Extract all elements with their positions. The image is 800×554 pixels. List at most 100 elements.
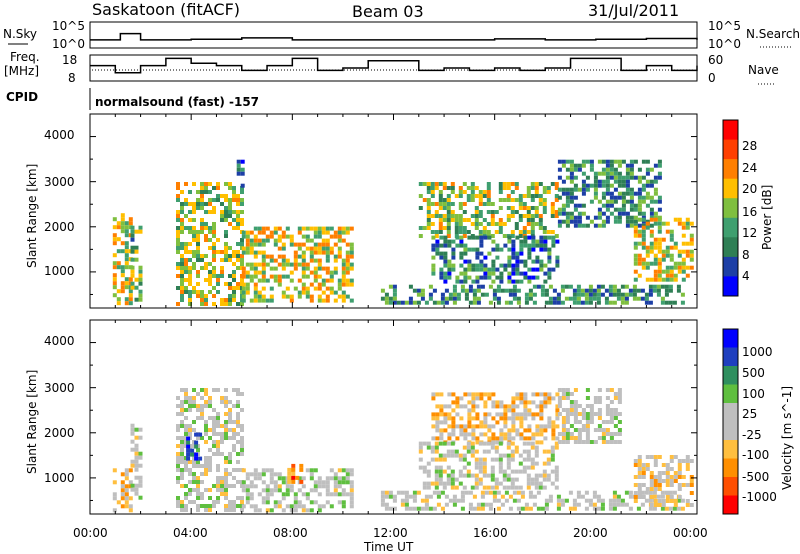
- heatmap-cell: [527, 235, 532, 240]
- heatmap-cell: [212, 198, 216, 202]
- heatmap-cell: [446, 449, 451, 454]
- heatmap-cell: [483, 424, 488, 429]
- heatmap-cell: [463, 404, 468, 409]
- heatmap-cell: [188, 500, 192, 504]
- heatmap-cell: [236, 432, 240, 436]
- heatmap-cell: [224, 234, 228, 238]
- heatmap-cell: [673, 499, 678, 503]
- heatmap-cell: [498, 222, 503, 226]
- heatmap-cell: [657, 471, 662, 475]
- heatmap-cell: [392, 300, 397, 305]
- heatmap-cell: [325, 500, 330, 505]
- heatmap-cell: [645, 191, 650, 196]
- heatmap-cell: [625, 167, 630, 172]
- heatmap-cell: [633, 257, 638, 262]
- heatmap-cell: [547, 416, 552, 421]
- heatmap-cell: [443, 243, 448, 248]
- heatmap-cell: [543, 239, 548, 244]
- heatmap-cell: [512, 490, 517, 495]
- heatmap-cell: [180, 262, 184, 266]
- heatmap-cell: [216, 282, 220, 286]
- heatmap-cell: [422, 226, 427, 230]
- heatmap-cell: [200, 472, 204, 476]
- heatmap-cell: [200, 404, 204, 408]
- heatmap-cell: [492, 498, 497, 503]
- heatmap-cell: [200, 298, 204, 302]
- heatmap-cell: [640, 490, 645, 495]
- heatmap-cell: [329, 504, 334, 509]
- heatmap-cell: [597, 424, 602, 428]
- heatmap-cell: [265, 492, 270, 497]
- heatmap-cell: [412, 498, 417, 503]
- heatmap-cell: [384, 502, 389, 507]
- heatmap-cell: [431, 235, 436, 240]
- heatmap-cell: [657, 195, 662, 200]
- heatmap-cell: [285, 488, 290, 493]
- heatmap-cell: [657, 199, 662, 204]
- power-heatmap: [112, 159, 694, 306]
- heatmap-cell: [503, 432, 508, 437]
- heatmap-cell: [565, 396, 570, 400]
- heatmap-cell: [645, 249, 650, 254]
- heatmap-cell: [483, 404, 488, 409]
- heatmap-cell: [180, 222, 184, 226]
- heatmap-cell: [224, 206, 228, 210]
- heatmap-cell: [496, 300, 501, 305]
- heatmap-cell: [689, 237, 694, 242]
- heatmap-cell: [138, 455, 143, 460]
- heatmap-cell: [486, 182, 491, 186]
- heatmap-cell: [685, 499, 690, 503]
- heatmap-cell: [416, 292, 421, 297]
- heatmap-cell: [641, 233, 646, 238]
- heatmap-cell: [321, 238, 326, 243]
- heatmap-cell: [597, 223, 602, 228]
- power-axis-ticks: [89, 113, 698, 308]
- heatmap-cell: [588, 498, 593, 503]
- heatmap-cell: [515, 259, 520, 264]
- heatmap-cell: [573, 215, 578, 220]
- heatmap-cell: [200, 230, 204, 234]
- heatmap-cell: [466, 445, 471, 450]
- heatmap-cell: [420, 288, 425, 293]
- heatmap-cell: [499, 412, 504, 417]
- heatmap-cell: [649, 277, 654, 282]
- heatmap-cell: [134, 229, 139, 234]
- heatmap-cell: [600, 506, 605, 511]
- heatmap-cell: [188, 230, 192, 234]
- heatmap-cell: [573, 219, 578, 224]
- heatmap-cell: [577, 404, 582, 408]
- heatmap-cell: [681, 257, 686, 262]
- heatmap-cell: [130, 233, 135, 238]
- heatmap-cell: [633, 269, 638, 274]
- heatmap-cell: [232, 250, 236, 254]
- heatmap-cell: [476, 300, 481, 305]
- heatmap-cell: [245, 488, 250, 493]
- heatmap-cell: [548, 498, 553, 503]
- heatmap-cell: [573, 436, 578, 440]
- heatmap-cell: [506, 206, 511, 210]
- heatmap-cell: [593, 396, 598, 400]
- heatmap-cell: [120, 241, 125, 246]
- heatmap-cell: [565, 191, 570, 196]
- heatmap-cell: [216, 424, 220, 428]
- heatmap-cell: [184, 290, 188, 294]
- heatmap-cell: [204, 472, 208, 476]
- heatmap-cell: [269, 508, 274, 513]
- heatmap-cell: [499, 416, 504, 421]
- heatmap-cell: [128, 221, 133, 226]
- power-cbar-tick-16: 16: [742, 205, 757, 219]
- heatmap-cell: [641, 463, 646, 467]
- heatmap-cell: [232, 286, 236, 290]
- heatmap-cell: [180, 270, 184, 274]
- heatmap-cell: [341, 294, 346, 299]
- heatmap-cell: [588, 300, 593, 305]
- heatmap-cell: [542, 226, 547, 230]
- heatmap-cell: [548, 296, 553, 301]
- heatmap-cell: [565, 428, 570, 432]
- heatmap-cell: [349, 266, 354, 271]
- heatmap-cell: [224, 476, 228, 480]
- heatmap-cell: [472, 506, 477, 511]
- heatmap-cell: [523, 271, 528, 276]
- heatmap-cell: [128, 301, 133, 306]
- heatmap-cell: [341, 504, 346, 509]
